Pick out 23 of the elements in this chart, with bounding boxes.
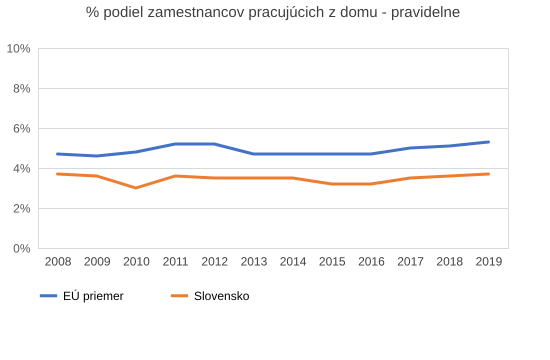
y-tick-label: 6% [13, 122, 31, 136]
x-tick-label: 2017 [397, 254, 424, 268]
x-tick-label: 2011 [162, 254, 189, 268]
line-series [56, 172, 490, 190]
x-tick-label: 2015 [318, 254, 346, 268]
y-tick-label: 10% [6, 42, 31, 56]
x-tick-label: 2016 [358, 254, 386, 268]
y-tick-label: 0% [13, 242, 31, 256]
x-tick-label: 2013 [240, 254, 268, 268]
x-tick-label: 2010 [123, 254, 150, 268]
legend-label: EÚ priemer [63, 288, 124, 303]
x-tick-label: 2008 [44, 254, 72, 268]
y-tick-label: 2% [13, 202, 31, 216]
y-tick-label: 8% [13, 82, 31, 96]
x-tick-label: 2014 [280, 254, 307, 268]
chart-title: % podiel zamestnancov pracujúcich z domu - pravidelne [86, 4, 460, 21]
x-tick-label: 2018 [436, 254, 464, 268]
x-tick-label: 2012 [201, 254, 228, 268]
line-series [56, 140, 490, 158]
legend-label: Slovensko [194, 288, 250, 303]
y-tick-label: 4% [13, 162, 31, 176]
x-tick-label: 2019 [476, 254, 503, 268]
x-tick-label: 2009 [84, 254, 111, 268]
